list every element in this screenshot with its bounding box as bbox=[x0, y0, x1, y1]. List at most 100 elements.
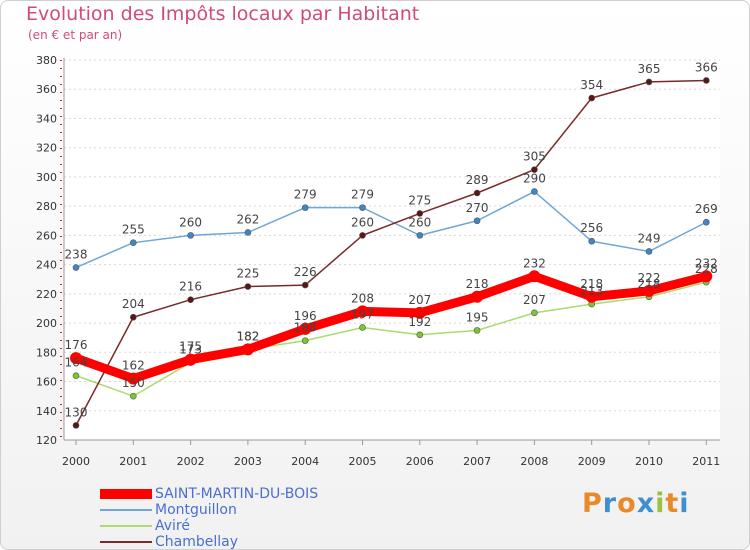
brand-logo: Proxiti bbox=[582, 488, 690, 519]
legend-label-chambellay: Chambellay bbox=[155, 534, 239, 550]
data-label-chambellay: 305 bbox=[523, 150, 546, 164]
data-label-montguillon: 260 bbox=[179, 215, 202, 229]
data-point-avire bbox=[72, 372, 80, 379]
data-point-saint-martin bbox=[643, 284, 655, 297]
y-tick-label: 160 bbox=[36, 376, 57, 389]
data-point-chambellay bbox=[244, 283, 252, 290]
data-point-montguillon bbox=[645, 248, 653, 255]
data-point-saint-martin bbox=[700, 270, 713, 283]
x-tick-label: 2001 bbox=[119, 455, 147, 468]
data-label-saint-martin: 207 bbox=[408, 293, 431, 307]
data-point-avire bbox=[130, 392, 137, 400]
chart-subtitle: (en € et par an) bbox=[28, 28, 123, 42]
x-tick-label: 2009 bbox=[578, 455, 606, 468]
data-point-saint-martin bbox=[528, 270, 541, 283]
data-label-chambellay: 366 bbox=[695, 60, 718, 74]
data-point-chambellay bbox=[301, 281, 309, 289]
data-point-avire bbox=[301, 337, 309, 344]
y-tick-label: 240 bbox=[36, 259, 57, 272]
x-tick-label: 2011 bbox=[692, 455, 720, 468]
data-label-chambellay: 130 bbox=[65, 405, 88, 419]
data-point-avire bbox=[473, 327, 481, 334]
data-label-saint-martin: 182 bbox=[236, 329, 259, 343]
data-label-avire: 150 bbox=[122, 376, 145, 390]
y-tick-label: 360 bbox=[36, 83, 57, 96]
data-label-saint-martin: 218 bbox=[466, 277, 489, 291]
data-label-avire: 195 bbox=[466, 310, 489, 324]
data-label-avire: 182 bbox=[236, 329, 259, 343]
data-point-saint-martin bbox=[356, 305, 369, 318]
x-tick-label: 2010 bbox=[635, 455, 663, 468]
data-point-montguillon bbox=[702, 218, 710, 226]
y-tick-label: 340 bbox=[36, 112, 57, 125]
data-label-montguillon: 260 bbox=[408, 215, 431, 229]
data-point-chambellay bbox=[130, 313, 137, 321]
data-label-montguillon: 290 bbox=[523, 172, 546, 186]
series-line-chambellay bbox=[75, 79, 708, 427]
y-tick-label: 280 bbox=[36, 200, 57, 213]
data-point-chambellay bbox=[187, 296, 194, 303]
data-label-montguillon: 256 bbox=[580, 221, 603, 235]
data-label-chambellay: 260 bbox=[351, 215, 374, 229]
data-point-montguillon bbox=[588, 237, 596, 245]
legend-swatch-avire bbox=[100, 525, 152, 527]
brand-letter: P bbox=[582, 488, 603, 519]
x-tick-label: 2002 bbox=[177, 455, 205, 468]
data-label-saint-martin: 196 bbox=[294, 309, 317, 323]
y-tick-label: 260 bbox=[36, 229, 57, 242]
data-label-montguillon: 279 bbox=[351, 188, 374, 202]
data-point-montguillon bbox=[187, 232, 194, 239]
data-label-saint-martin: 175 bbox=[179, 340, 202, 354]
x-tick-label: 2008 bbox=[520, 455, 548, 468]
series-line-montguillon bbox=[75, 190, 708, 269]
data-label-saint-martin: 218 bbox=[580, 277, 603, 291]
data-label-montguillon: 279 bbox=[294, 188, 317, 202]
chart-title: Evolution des Impôts locaux par Habitant bbox=[26, 3, 420, 25]
x-tick-label: 2000 bbox=[62, 455, 90, 468]
data-point-saint-martin bbox=[413, 306, 426, 319]
data-point-chambellay bbox=[359, 232, 366, 239]
y-tick-label: 300 bbox=[36, 171, 57, 184]
data-label-chambellay: 216 bbox=[179, 280, 202, 294]
x-tick-label: 2003 bbox=[234, 455, 262, 468]
plot-area bbox=[64, 58, 720, 440]
data-point-chambellay bbox=[702, 77, 710, 84]
data-point-saint-martin bbox=[299, 322, 312, 335]
data-point-montguillon bbox=[130, 239, 137, 246]
data-point-montguillon bbox=[72, 264, 80, 271]
data-label-saint-martin: 232 bbox=[695, 256, 718, 270]
data-point-saint-martin bbox=[585, 290, 598, 303]
y-tick-label: 320 bbox=[36, 142, 57, 155]
brand-letter: x bbox=[636, 488, 656, 519]
legend-swatch-saint-martin bbox=[100, 489, 152, 499]
legend-label-avire: Aviré bbox=[155, 518, 190, 534]
series-line-saint-martin bbox=[71, 271, 711, 384]
data-label-chambellay: 225 bbox=[236, 267, 259, 281]
data-label-montguillon: 255 bbox=[122, 223, 145, 237]
y-tick-label: 220 bbox=[36, 288, 57, 301]
data-point-saint-martin bbox=[241, 343, 254, 356]
y-tick-label: 180 bbox=[36, 346, 57, 359]
data-label-chambellay: 289 bbox=[466, 173, 489, 187]
legend-swatch-montguillon bbox=[100, 509, 152, 511]
data-point-avire bbox=[531, 309, 538, 317]
data-label-saint-martin: 176 bbox=[65, 338, 88, 352]
data-label-avire: 188 bbox=[294, 321, 317, 335]
data-point-chambellay bbox=[531, 166, 538, 173]
data-point-saint-martin bbox=[70, 352, 82, 365]
data-point-montguillon bbox=[359, 204, 366, 211]
data-point-avire bbox=[359, 324, 366, 331]
data-point-chambellay bbox=[473, 189, 481, 197]
x-tick-label: 2007 bbox=[463, 455, 491, 468]
brand-letter: o bbox=[617, 488, 637, 519]
data-label-montguillon: 269 bbox=[695, 202, 718, 216]
data-label-chambellay: 365 bbox=[638, 62, 661, 76]
y-tick-label: 200 bbox=[36, 317, 57, 330]
y-tick-label: 120 bbox=[36, 434, 57, 447]
legend-label-saint-martin: SAINT-MARTIN-DU-BOIS bbox=[155, 486, 319, 502]
x-tick-label: 2004 bbox=[291, 455, 319, 468]
x-tick-label: 2006 bbox=[406, 455, 434, 468]
data-label-chambellay: 204 bbox=[122, 297, 145, 311]
data-label-avire: 164 bbox=[65, 356, 88, 370]
